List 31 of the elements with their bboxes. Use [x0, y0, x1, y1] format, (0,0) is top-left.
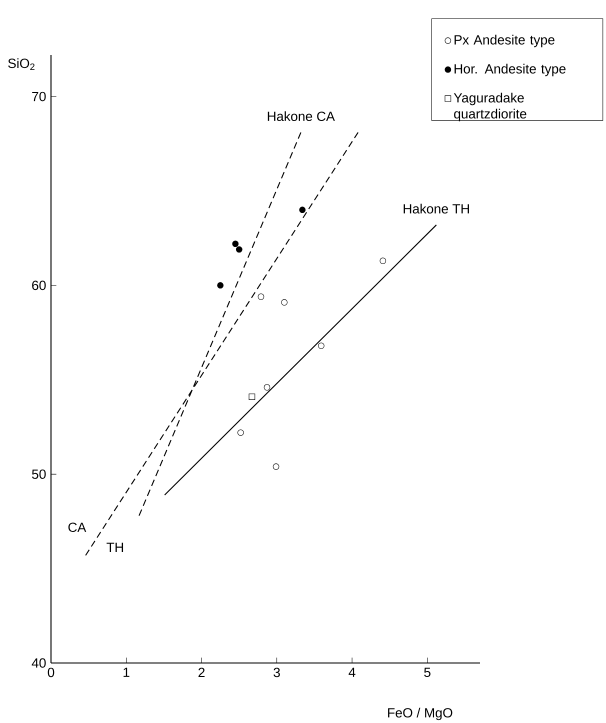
y-tick-label: 70	[32, 92, 46, 102]
x-tick-label: 4	[348, 668, 356, 677]
annotation: TH	[106, 542, 124, 552]
point	[236, 246, 242, 253]
legend-label: Px Andesite type	[454, 34, 554, 48]
point	[299, 206, 306, 214]
point	[258, 293, 264, 300]
point	[217, 282, 224, 289]
x-tick-label: 1	[124, 668, 130, 677]
point	[237, 429, 244, 436]
point	[281, 299, 288, 306]
x-tick-label: 2	[198, 668, 205, 678]
point	[272, 463, 280, 470]
y-tick-label: 40	[32, 658, 46, 668]
point	[248, 394, 256, 400]
point	[232, 240, 239, 248]
legend-label: Yaguradake quartzdiorite	[454, 92, 526, 122]
x-axis-title: FeO / MgO	[388, 708, 452, 720]
y-tick-label: 60	[32, 280, 46, 290]
x-tick-label: 0	[48, 668, 54, 678]
x-tick-label: 3	[274, 668, 280, 678]
y-axis-title: SiO$_{2}$	[8, 58, 34, 70]
y-tick-label: 50	[32, 469, 46, 479]
x-tick-label: 5	[424, 668, 430, 678]
legend-label: Hor. Andesite type	[454, 64, 566, 76]
series-label: Hakone TH	[404, 204, 469, 214]
annotation: CA	[68, 522, 86, 532]
point	[318, 342, 324, 349]
point	[380, 258, 386, 264]
point	[264, 384, 270, 391]
series-label: Hakone CA	[268, 111, 335, 122]
